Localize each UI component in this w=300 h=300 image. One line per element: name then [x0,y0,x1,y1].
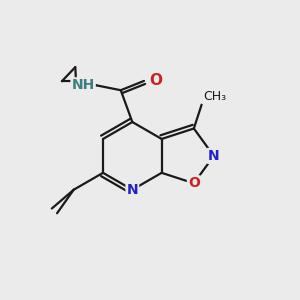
Text: N: N [127,183,138,197]
Text: CH₃: CH₃ [203,90,226,103]
Text: N: N [208,149,220,163]
Text: O: O [149,74,162,88]
Text: O: O [188,176,200,190]
Text: NH: NH [71,78,95,92]
